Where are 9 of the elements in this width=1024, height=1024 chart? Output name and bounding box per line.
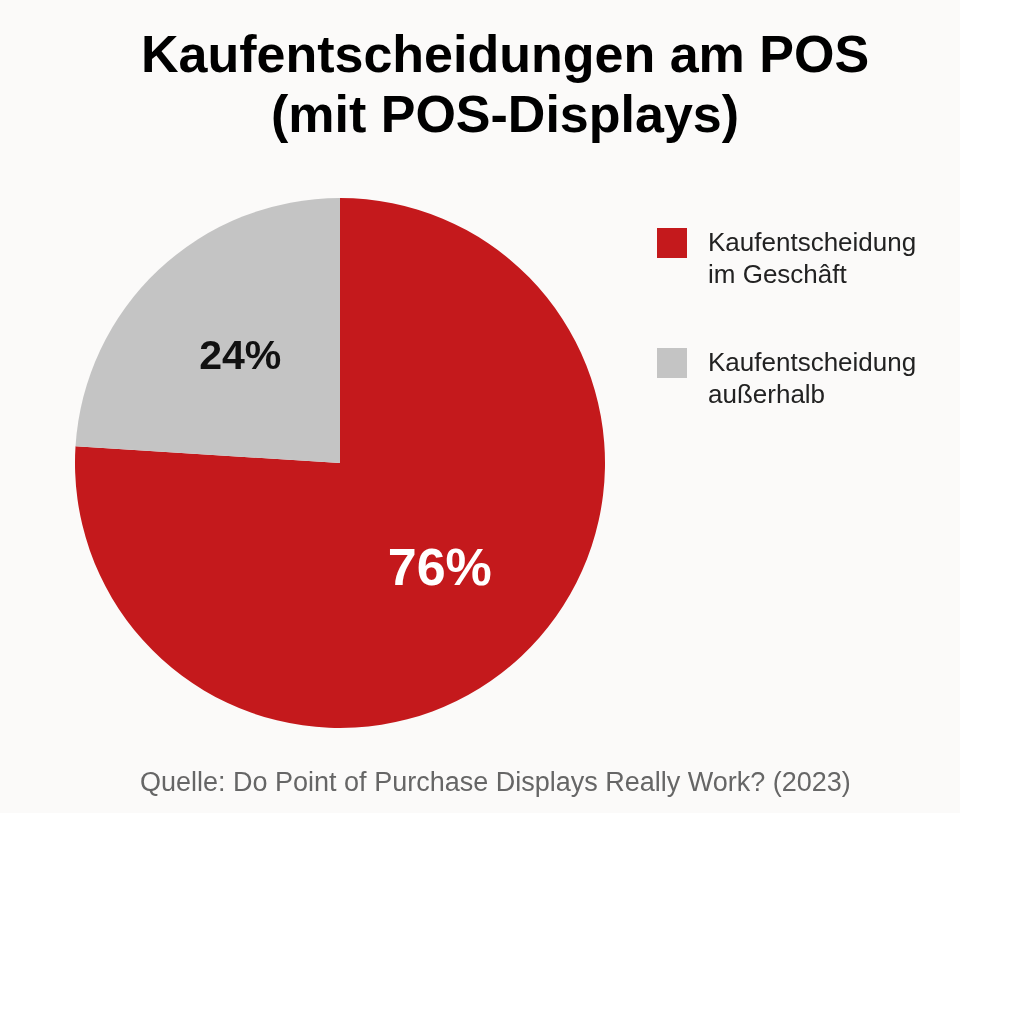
- data-label: 24%: [199, 331, 282, 378]
- text: Kaufentscheidungen am POS: [140, 25, 870, 83]
- pie-slice: [75, 198, 605, 728]
- text: (mit POS-Displays): [270, 85, 740, 143]
- legend-label: Kaufentscheidung außerhalb: [708, 347, 917, 409]
- data-label: 76%: [387, 538, 492, 597]
- pie-slice: [75, 198, 340, 463]
- legend-label: Kaufentscheidung im Geschâft: [708, 227, 917, 289]
- source-note: Quelle: Do Point of Purchase Displays Really Work? (2023): [140, 767, 851, 797]
